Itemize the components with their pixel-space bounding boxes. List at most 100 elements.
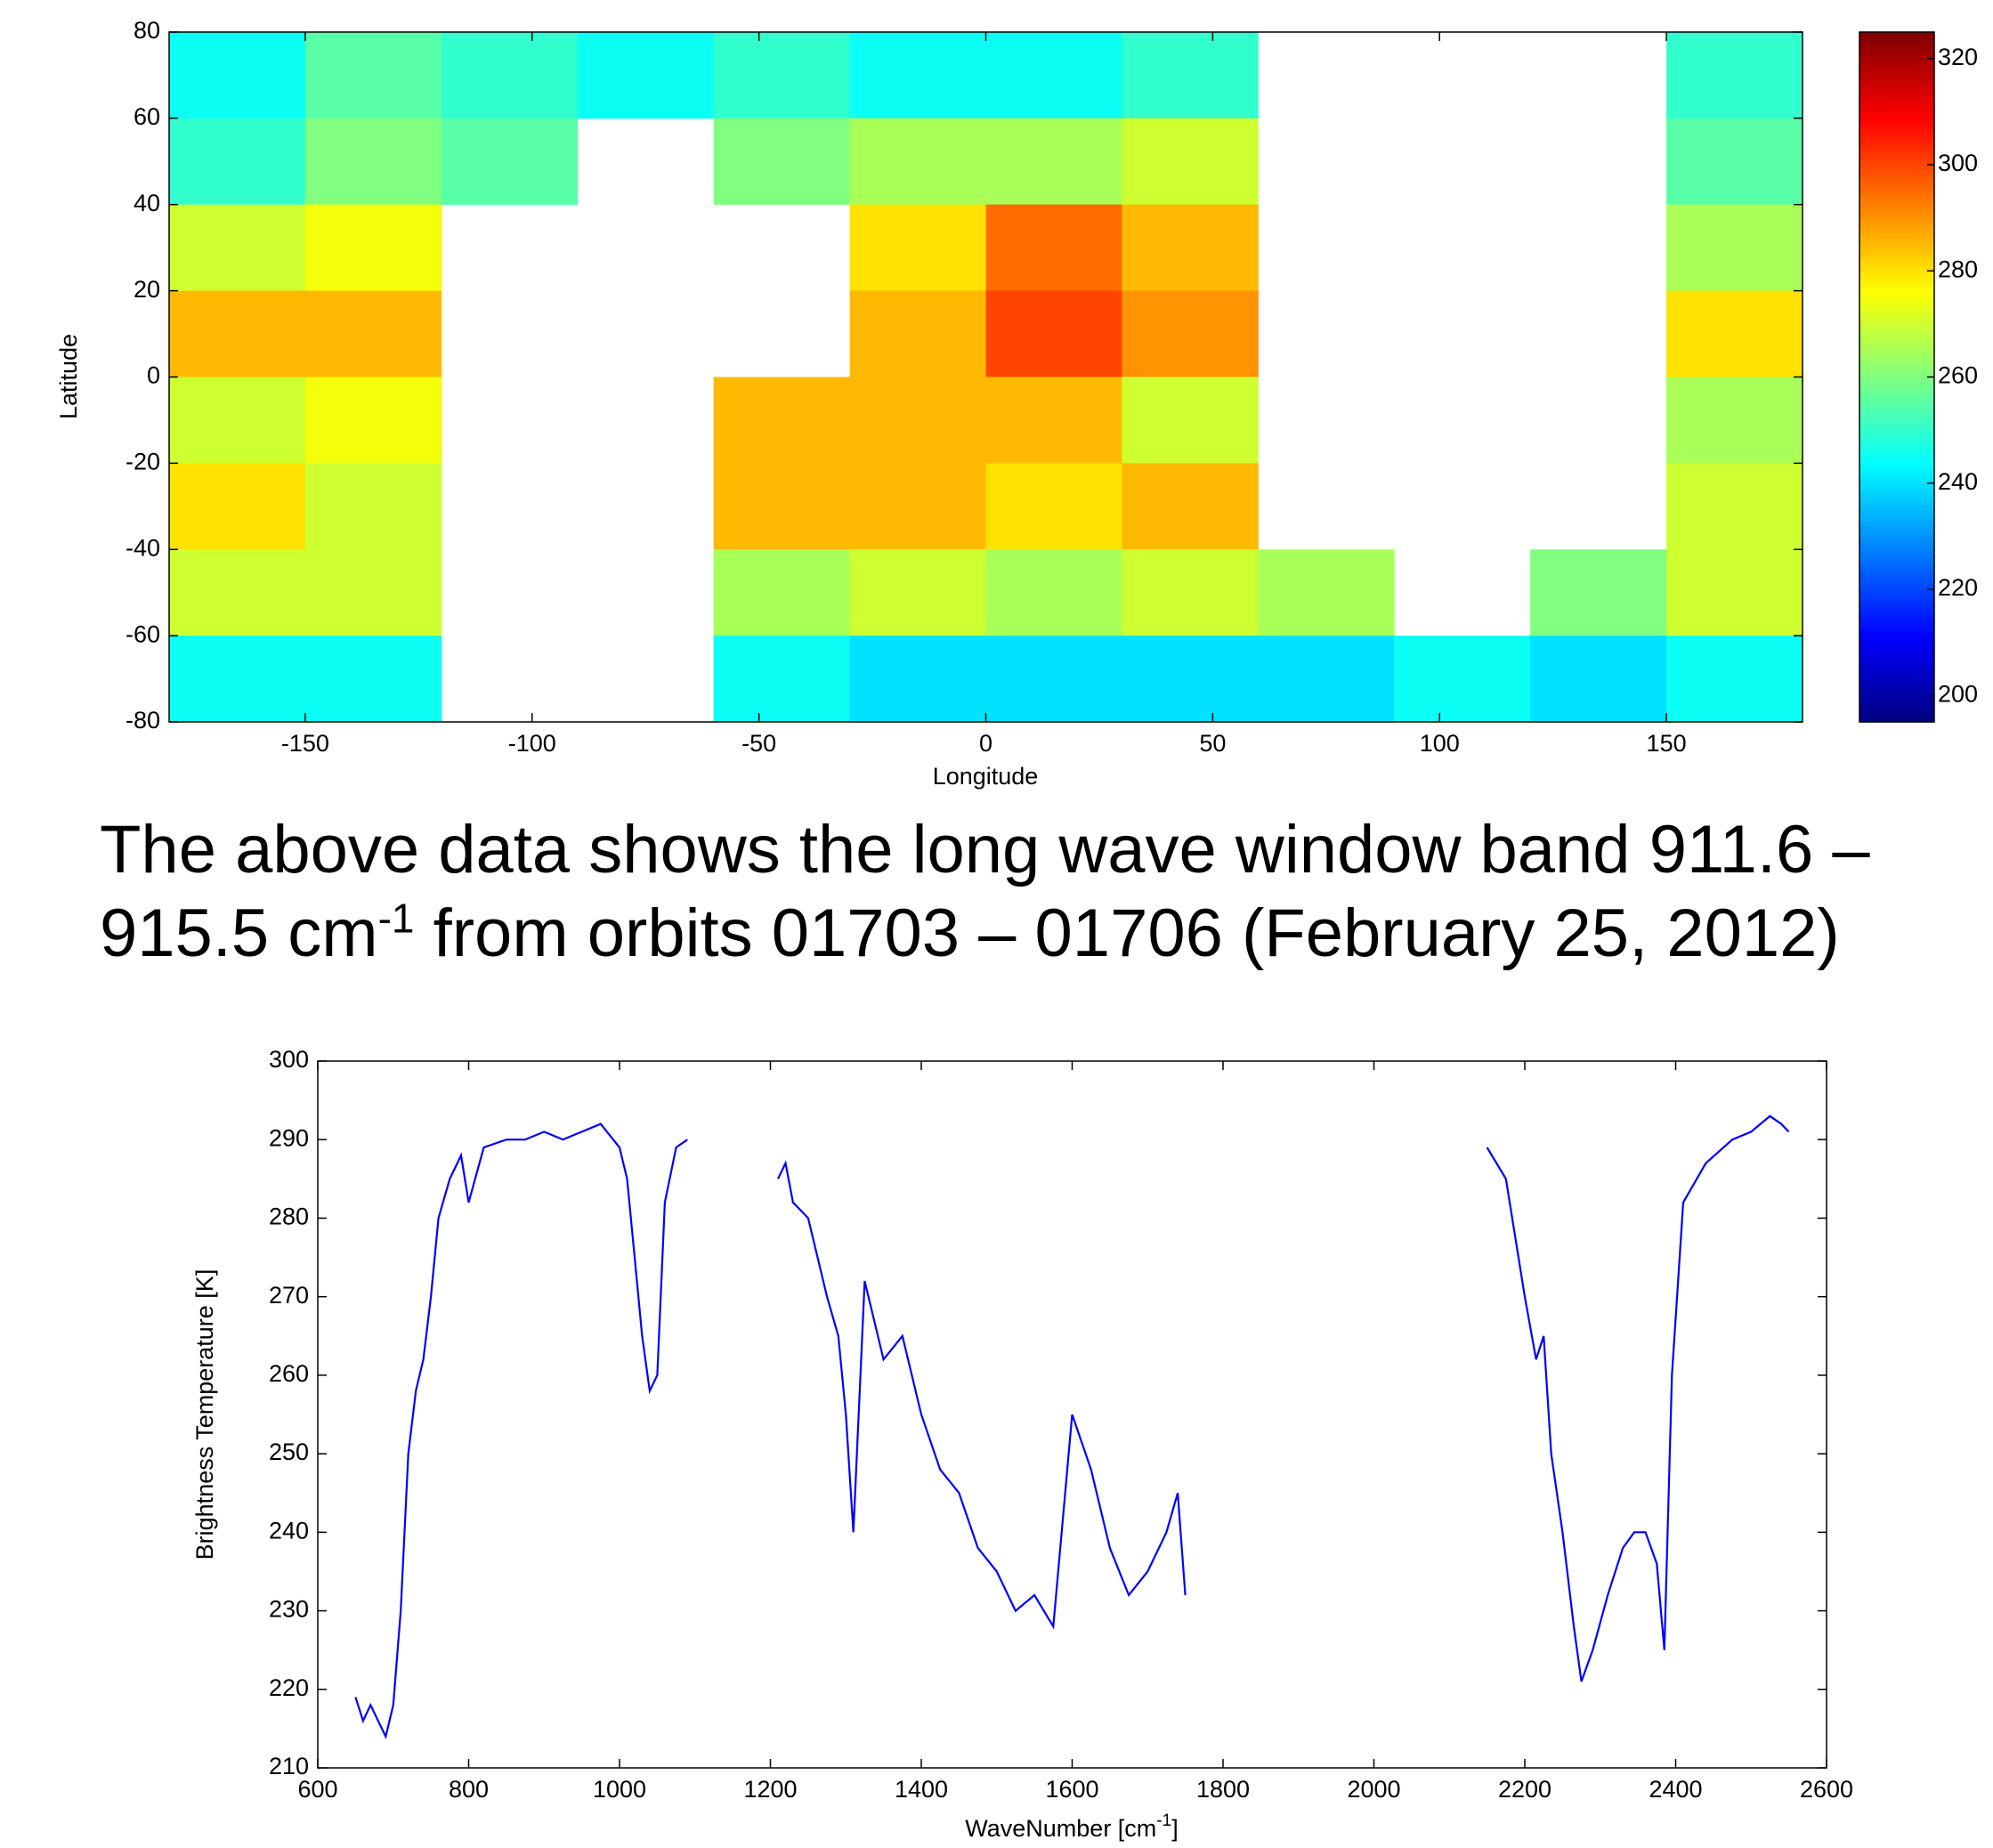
colorbar-step [1859, 647, 1934, 654]
colorbar-step [1859, 217, 1934, 224]
colorbar-step [1859, 201, 1934, 208]
heatmap-cell [849, 118, 986, 206]
colorbar-step [1859, 446, 1934, 452]
heatmap-cell [1258, 549, 1395, 636]
y-tick-label: 240 [269, 1517, 309, 1544]
heatmap-cell [169, 377, 306, 464]
colorbar-step [1859, 631, 1934, 638]
colorbar-step [1859, 143, 1934, 150]
colorbar-tick-label: 200 [1938, 680, 1978, 707]
heatmap-cell [169, 118, 306, 206]
colorbar-step [1859, 323, 1934, 330]
heatmap-cell [713, 32, 851, 119]
colorbar-step [1859, 85, 1934, 92]
x-tick-label: 800 [449, 1776, 489, 1803]
colorbar-step [1859, 185, 1934, 192]
colorbar-step [1859, 79, 1934, 86]
heatmap-cell [169, 463, 306, 550]
colorbar-step [1859, 663, 1934, 669]
colorbar-step [1859, 579, 1934, 585]
colorbar-step [1859, 594, 1934, 601]
x-tick-label: 2400 [1649, 1776, 1702, 1803]
heatmap-cell [169, 290, 306, 377]
colorbar-step [1859, 435, 1934, 442]
heatmap-cell [849, 377, 986, 464]
colorbar-step [1859, 334, 1934, 341]
colorbar-step [1859, 276, 1934, 282]
colorbar-step [1859, 573, 1934, 580]
colorbar-step [1859, 409, 1934, 415]
colorbar-step [1859, 239, 1934, 246]
colorbar-step [1859, 47, 1934, 54]
caption-sup: -1 [377, 895, 415, 942]
heatmap-cell [1666, 118, 1803, 206]
heatmap-cell [1122, 290, 1259, 377]
heatmap-cell [441, 118, 579, 206]
colorbar-step [1859, 154, 1934, 160]
colorbar-step [1859, 361, 1934, 368]
heatmap-cell [441, 32, 579, 119]
heatmap-cell [1122, 377, 1259, 464]
heatmap-cell [169, 636, 306, 723]
colorbar-step [1859, 493, 1934, 500]
colorbar-step [1859, 174, 1934, 182]
colorbar-step [1859, 403, 1934, 409]
colorbar-step [1859, 610, 1934, 617]
colorbar-step [1859, 339, 1934, 346]
colorbar-step [1859, 679, 1934, 685]
colorbar-step [1859, 265, 1934, 272]
heatmap-cell [304, 118, 442, 206]
colorbar-step [1859, 350, 1934, 357]
colorbar-step [1859, 393, 1934, 399]
colorbar-step [1859, 717, 1934, 723]
x-tick-label: -150 [281, 730, 329, 757]
heatmap-cell [985, 118, 1122, 206]
y-tick-label: 250 [269, 1439, 309, 1465]
heatmap-cell [985, 32, 1122, 119]
colorbar-step [1859, 190, 1934, 198]
colorbar-tick-label: 220 [1938, 574, 1978, 601]
colorbar-tick-label: 320 [1938, 44, 1978, 70]
colorbar-step [1859, 371, 1934, 378]
colorbar-step [1859, 398, 1934, 404]
heatmap-cell [1122, 204, 1259, 292]
colorbar-step [1859, 117, 1934, 123]
colorbar-step [1859, 207, 1934, 214]
colorbar-step [1859, 366, 1934, 373]
colorbar-step [1859, 63, 1934, 70]
colorbar-step [1859, 159, 1934, 166]
x-label-sup: -1 [1156, 1812, 1171, 1830]
heatmap-cell [1666, 32, 1803, 119]
x-tick-label: -50 [741, 730, 776, 757]
y-tick-label: 300 [269, 1046, 309, 1073]
y-tick-label: 40 [134, 190, 160, 216]
heatmap-cell [985, 463, 1122, 550]
heatmap-cell [304, 377, 442, 464]
x-tick-label: 1600 [1045, 1776, 1098, 1803]
colorbar-step [1859, 588, 1934, 596]
colorbar-step [1859, 604, 1934, 612]
colorbar-step [1859, 520, 1934, 527]
heatmap-cell [1122, 32, 1259, 119]
colorbar-step [1859, 498, 1934, 506]
y-tick-label: -40 [126, 534, 160, 561]
colorbar-step [1859, 344, 1934, 352]
heatmap-cell [1666, 549, 1803, 636]
caption: The above data shows the long wave windo… [100, 808, 1993, 976]
heatmap-cell [713, 118, 851, 206]
heatmap-cell [713, 463, 851, 550]
x-tick-label: 0 [979, 730, 992, 757]
x-tick-label: 2000 [1347, 1776, 1400, 1803]
heatmap-cell [304, 290, 442, 377]
heatmap-cell [849, 549, 986, 636]
colorbar-tick-label: 260 [1938, 362, 1978, 389]
colorbar-step [1859, 387, 1934, 393]
colorbar-step [1859, 531, 1934, 537]
heatmap-cell [169, 549, 306, 636]
y-tick-label: 270 [269, 1282, 309, 1309]
heatmap-cell [1666, 377, 1803, 464]
colorbar-step [1859, 281, 1934, 288]
colorbar-step [1859, 127, 1934, 134]
